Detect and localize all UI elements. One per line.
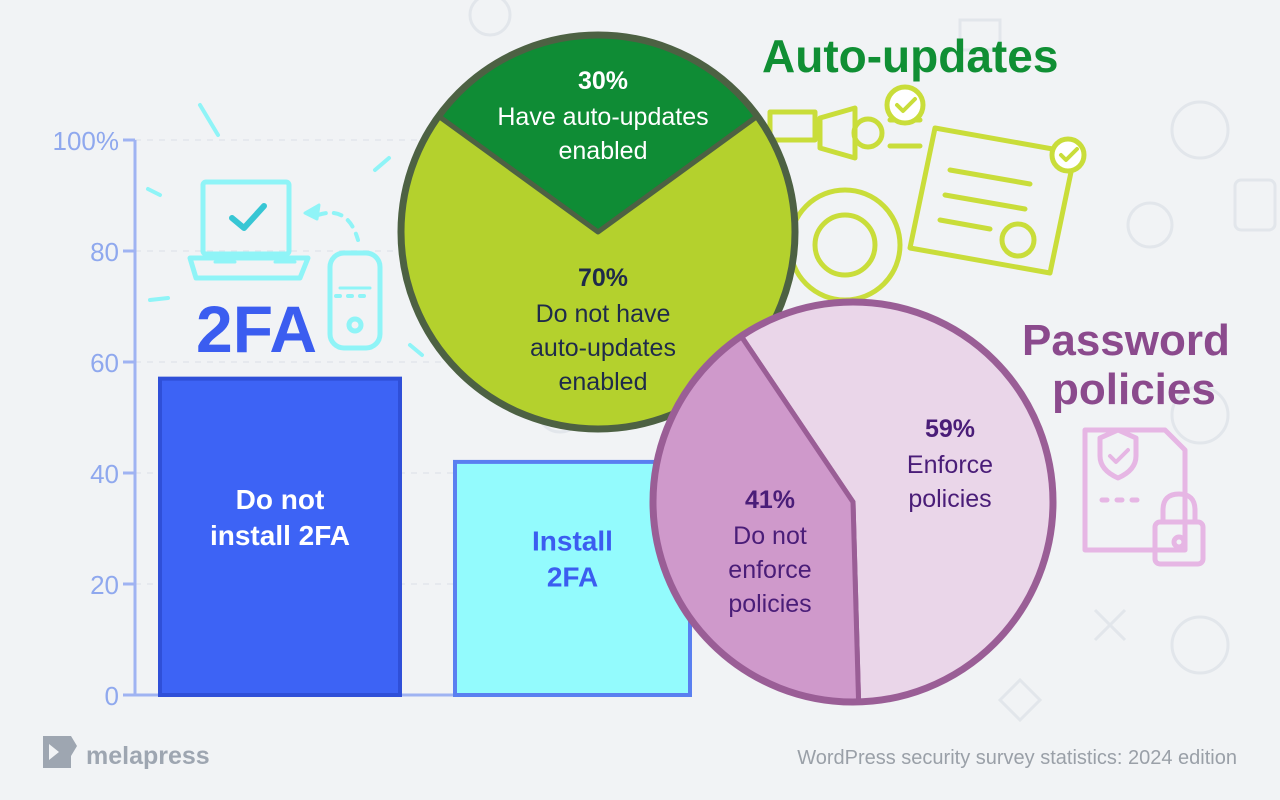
pie-outline [397,31,799,433]
pie-slice-label: policies [908,485,991,513]
check-mark-icon [1059,147,1079,162]
twofa-title: 2FA [196,292,317,366]
wordpress-doodle-icon [1170,615,1230,675]
shield-doodle-icon [997,677,1043,723]
laptop-check-icon [187,179,311,281]
eye-doodle-icon [468,0,512,37]
password-illustration [1082,427,1206,567]
y-tick-label: 80 [90,237,119,267]
shield-document-icon [1082,427,1188,553]
pie-outline [649,298,1057,706]
pie-percent-label: 59% [925,415,975,443]
auto-updates-title: Auto-updates [762,30,1058,82]
bar-label: Install [532,525,613,556]
password-title-line1: Password [1022,316,1230,365]
pie-slice-label: enforce [728,556,811,584]
y-tick-label: 20 [90,570,119,600]
y-tick-label: 0 [105,681,119,711]
password-title-line2: policies [1052,365,1216,414]
wordpress-doodle-icon [1170,100,1230,160]
pie-slice-label: Do not have [536,300,671,328]
twofa-illustration [146,103,424,357]
pie-chart-auto-updates: 30% Have auto-updates enabled 70% Do not hav… [397,31,799,433]
pie-percent-label: 70% [578,264,628,292]
browser-check-icon [907,125,1078,276]
pie-slice-label: enabled [559,368,648,396]
pie-percent-label: 30% [578,67,628,95]
bar-label: install 2FA [210,520,350,551]
bar-chart-2fa: 0 20 40 60 80 100% Do not install 2FA Install 2FA [53,126,692,711]
footer-caption: WordPress security survey statistics: 20… [797,747,1237,769]
bar-label: Do not [236,484,325,515]
bar-label: 2FA [547,561,598,592]
y-tick-label: 40 [90,459,119,489]
bar-1 [158,376,402,697]
pie-slice-label: enabled [559,137,648,165]
window-doodle-icon [958,18,1002,52]
melapress-logo-icon [43,736,77,768]
gear-doodle-icon [1126,201,1174,249]
pie-slice-label: policies [728,590,811,618]
document-doodle-icon [1233,178,1277,232]
check-badge-icon [1049,136,1087,174]
check-badge-icon [884,84,926,126]
sync-arrow-icon [316,210,360,242]
brand-name: melapress [86,742,210,770]
wrench-doodle-icon [1093,608,1127,642]
lock-icon [1152,491,1206,567]
pie-slice-label: Enforce [907,451,993,479]
background-doodles [468,0,1277,723]
pie-slice-label: Do not [733,522,807,550]
spark-lines [146,103,424,357]
y-tick-label: 100% [53,126,120,156]
pie-chart-password-policies: 59% Enforce policies 41% Do not enforce polici… [649,298,1057,706]
pie-slice-label: auto-updates [530,334,676,362]
y-tick-label: 60 [90,348,119,378]
wordpress-doodle-icon [1170,385,1230,445]
arrow-head-icon [303,203,321,221]
check-mark-icon [895,97,917,113]
pie-percent-label: 41% [745,486,795,514]
pie-slice-label: Have auto-updates [497,103,708,131]
phone-password-icon [327,250,383,351]
